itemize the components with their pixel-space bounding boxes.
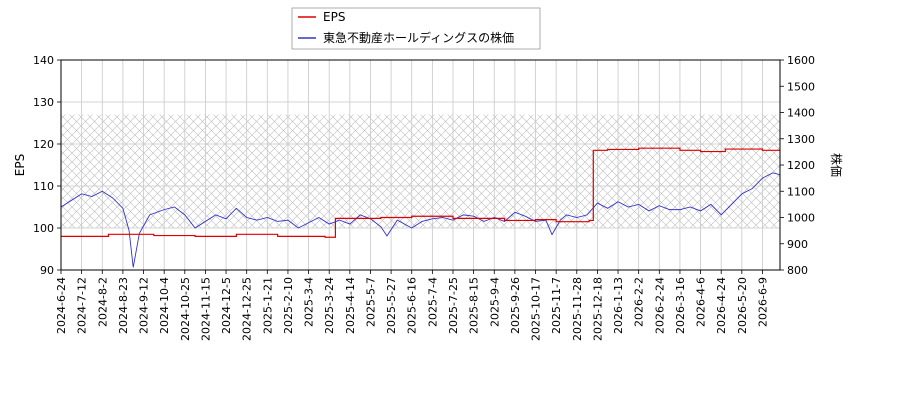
price-series-line [61,172,780,268]
left-tick-label: 100 [33,222,54,235]
x-tick-label: 2025-9-4 [488,277,501,327]
x-tick-label: 2026-4-6 [695,277,708,327]
x-tick-label: 2024-9-12 [138,277,151,334]
x-tick-label: 2025-3-24 [323,277,336,334]
left-tick-label: 130 [33,96,54,109]
x-tick-label: 2024-8-23 [117,277,130,334]
left-tick-label: 140 [33,54,54,67]
x-tick-label: 2025-4-14 [344,277,357,334]
x-tick-label: 2025-9-26 [509,277,522,334]
x-tick-label: 2026-1-13 [612,277,625,334]
right-axis-title: 株価 [829,153,844,177]
right-tick-label: 1000 [787,212,815,225]
x-tick-label: 2026-2-2 [633,277,646,327]
x-tick-label: 2024-10-4 [158,277,171,334]
legend-box [291,7,541,50]
right-tick-label: 1100 [787,185,815,198]
x-tick-label: 2025-5-7 [364,277,377,327]
legend: EPS 東急不動産ホールディングスの株価 [291,7,541,50]
x-tick-label: 2025-7-4 [426,277,439,327]
x-tick-label: 2024-7-12 [76,277,89,334]
right-tick-label: 800 [787,264,808,277]
left-tick-label: 120 [33,138,54,151]
x-tick-label: 2025-12-18 [591,277,604,341]
right-axis-ticks: 800 900 1000 1100 1200 1300 1400 1500 1600 [780,54,815,277]
x-tick-label: 2025-1-21 [261,277,274,334]
x-tick-label: 2025-2-10 [282,277,295,334]
x-tick-label: 2026-5-20 [736,277,749,334]
x-tick-label: 2024-12-5 [220,277,233,334]
vertical-gridlines [60,60,763,270]
x-tick-label: 2025-5-27 [385,277,398,334]
left-axis-title: EPS [13,154,27,176]
right-tick-label: 1600 [787,54,815,67]
x-tick-label: 2025-10-17 [530,277,543,341]
x-axis-ticks: 2024-6-24 2024-7-12 2024-8-2 2024-8-23 2024-… [55,270,769,341]
right-tick-label: 1300 [787,133,815,146]
x-tick-label: 2025-8-15 [468,277,481,334]
right-tick-label: 900 [787,238,808,251]
shaded-band [61,114,780,228]
x-tick-label: 2024-12-25 [241,277,254,341]
x-tick-label: 2024-6-24 [55,277,68,334]
x-tick-label: 2026-2-24 [653,277,666,334]
x-tick-label: 2025-6-16 [406,277,419,334]
left-tick-label: 110 [33,180,54,193]
right-tick-label: 1200 [787,159,815,172]
legend-label-eps: EPS [323,10,345,24]
legend-label-price: 東急不動産ホールディングスの株価 [323,30,514,45]
x-tick-label: 2025-11-7 [550,277,563,334]
left-tick-label: 90 [40,264,54,277]
x-tick-label: 2026-3-16 [674,277,687,334]
x-tick-label: 2025-7-25 [447,277,460,334]
x-tick-label: 2026-4-24 [715,277,728,334]
left-axis-ticks: 90 100 110 120 130 140 [33,54,61,277]
x-tick-label: 2024-8-2 [96,277,109,327]
x-tick-label: 2025-11-28 [571,277,584,341]
eps-series-line [61,147,780,238]
x-tick-label: 2025-3-4 [303,277,316,327]
right-tick-label: 1500 [787,80,815,93]
right-tick-label: 1400 [787,107,815,120]
x-tick-label: 2024-11-15 [199,277,212,341]
x-tick-label: 2024-10-25 [179,277,192,341]
x-tick-label: 2026-6-9 [756,277,769,327]
